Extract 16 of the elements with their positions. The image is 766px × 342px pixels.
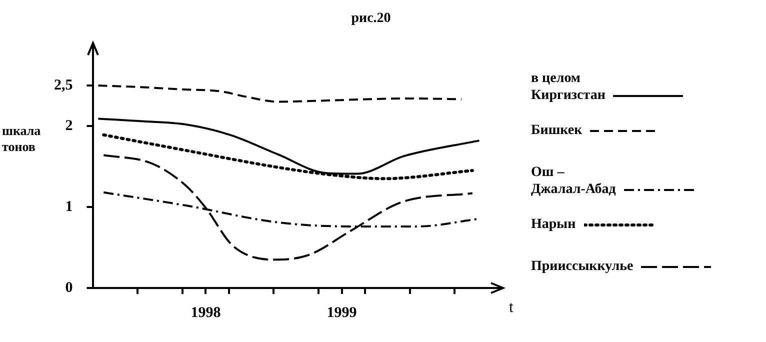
legend-label: в целом Киргизстан xyxy=(531,70,606,104)
legend-label: Нарын xyxy=(531,216,576,233)
legend-label: Прииссыккулье xyxy=(531,258,634,275)
y-tick-label: 2 xyxy=(65,118,73,134)
x-axis-title: t xyxy=(509,299,514,316)
line-series xyxy=(102,154,474,261)
legend-label: Бишкек xyxy=(531,122,582,139)
line-series xyxy=(97,84,463,103)
chart-title: рис.20 xyxy=(351,11,391,26)
x-tick-label: 1998 xyxy=(190,304,221,321)
y-tick-label: 2,5 xyxy=(54,77,73,94)
y-tick-label: 0 xyxy=(65,280,73,296)
y-tick-label: 1 xyxy=(65,198,73,215)
legend-label: Ош – Джалал-Абад xyxy=(531,164,616,198)
x-tick-label: 1999 xyxy=(326,304,357,321)
y-axis-title: шкала тонов xyxy=(2,123,42,154)
